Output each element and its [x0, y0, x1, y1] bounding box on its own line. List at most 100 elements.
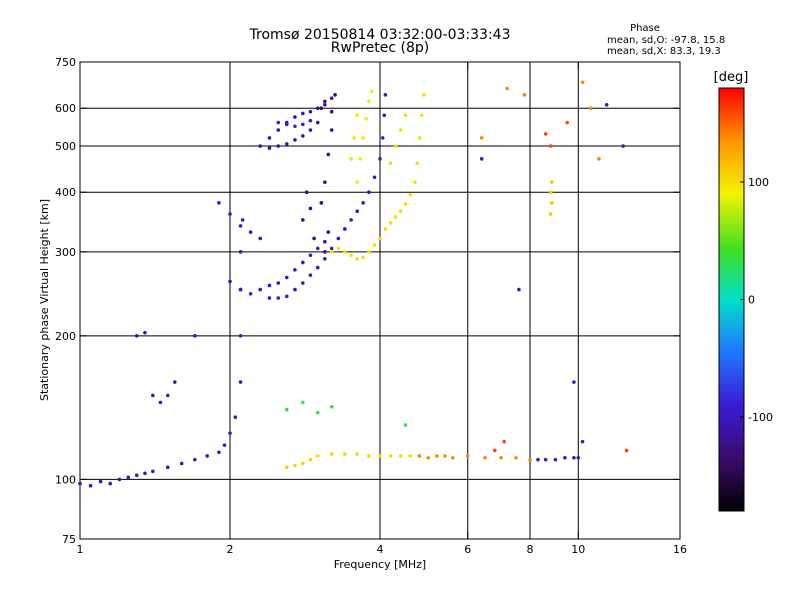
data-point [308, 457, 313, 462]
data-point [514, 455, 518, 460]
y-tick-label: 750 [55, 56, 76, 69]
data-point [343, 227, 347, 231]
data-point [604, 103, 609, 107]
data-point [326, 230, 331, 234]
stats-heading: Phase [630, 23, 660, 34]
data-point [624, 448, 629, 453]
data-point [528, 457, 532, 462]
data-point [117, 477, 122, 482]
data-point [565, 120, 569, 125]
data-point [143, 330, 147, 335]
data-point [408, 193, 413, 197]
axis-ticks: 1 2 4 6 8 10 16 75 100 200 300 400 500 600 750 [55, 56, 687, 556]
data-point [315, 106, 320, 111]
data-point [550, 201, 554, 205]
data-point [536, 457, 540, 462]
data-point [276, 281, 281, 285]
data-point [301, 461, 305, 466]
data-point [301, 218, 305, 222]
data-point [315, 120, 320, 125]
data-point [315, 454, 320, 458]
data-point [548, 144, 553, 148]
x-tick-label: 6 [464, 543, 471, 556]
data-point [361, 255, 365, 260]
data-point [355, 209, 359, 213]
data-point [522, 93, 527, 97]
data-point [217, 450, 221, 455]
data-point [355, 257, 359, 261]
data-points [78, 80, 629, 488]
data-point [258, 287, 263, 292]
data-point [548, 212, 553, 216]
data-point [383, 227, 388, 231]
data-point [301, 134, 305, 138]
data-point [193, 457, 197, 462]
grid [80, 62, 680, 539]
data-point [319, 106, 324, 111]
data-point [276, 296, 281, 300]
y-axis-label: Stationary phase Virtual Height [km] [38, 199, 51, 401]
data-point [248, 230, 253, 234]
data-point [238, 380, 243, 384]
data-point [238, 224, 243, 228]
data-point [451, 455, 455, 460]
data-point [378, 236, 382, 241]
data-point [372, 243, 377, 247]
plot-area: 1 2 4 6 8 10 16 75 100 200 300 400 500 600 750 [55, 56, 687, 556]
data-point [238, 287, 243, 292]
data-point [308, 128, 313, 132]
data-point [352, 136, 356, 140]
data-point [355, 113, 359, 118]
data-point [276, 120, 281, 125]
data-point [193, 334, 197, 338]
data-point [293, 287, 297, 292]
data-point [415, 161, 419, 166]
colorbar-tick-label: 0 [748, 294, 755, 307]
x-tick-label: 8 [527, 543, 534, 556]
data-point [388, 161, 393, 166]
data-point [88, 483, 93, 488]
data-point [134, 473, 139, 478]
data-point [284, 465, 289, 470]
data-point [301, 111, 305, 116]
x-tick-label: 10 [571, 543, 585, 556]
data-point [238, 334, 243, 338]
data-point [158, 400, 163, 405]
data-point [258, 144, 263, 148]
data-point [403, 113, 408, 118]
data-point [422, 93, 426, 97]
data-point [372, 175, 377, 180]
data-point [479, 136, 484, 140]
data-point [238, 250, 243, 254]
data-point [572, 380, 576, 384]
y-tick-label: 300 [55, 246, 76, 259]
data-point [329, 404, 334, 409]
data-point [383, 93, 388, 97]
x-tick-label: 2 [227, 543, 234, 556]
data-point [323, 239, 327, 244]
data-point [393, 215, 398, 219]
colorbar-tick-label: -100 [748, 411, 773, 424]
data-point [426, 455, 431, 460]
data-point [417, 136, 422, 140]
data-point [308, 253, 313, 258]
data-point [434, 454, 439, 458]
data-point [398, 454, 403, 458]
data-point [301, 260, 305, 265]
data-point [417, 454, 422, 458]
data-point [315, 410, 320, 415]
data-point [267, 146, 272, 150]
data-point [205, 454, 209, 458]
data-point [576, 455, 581, 460]
data-point [276, 144, 281, 148]
data-point [126, 475, 131, 480]
data-point [284, 122, 289, 127]
data-point [267, 283, 272, 288]
data-point [276, 128, 281, 132]
colorbar-tick-label: 100 [748, 176, 769, 189]
data-point [388, 221, 393, 225]
data-point [398, 209, 403, 213]
data-point [378, 157, 382, 161]
data-point [308, 118, 313, 123]
data-point [258, 236, 263, 241]
